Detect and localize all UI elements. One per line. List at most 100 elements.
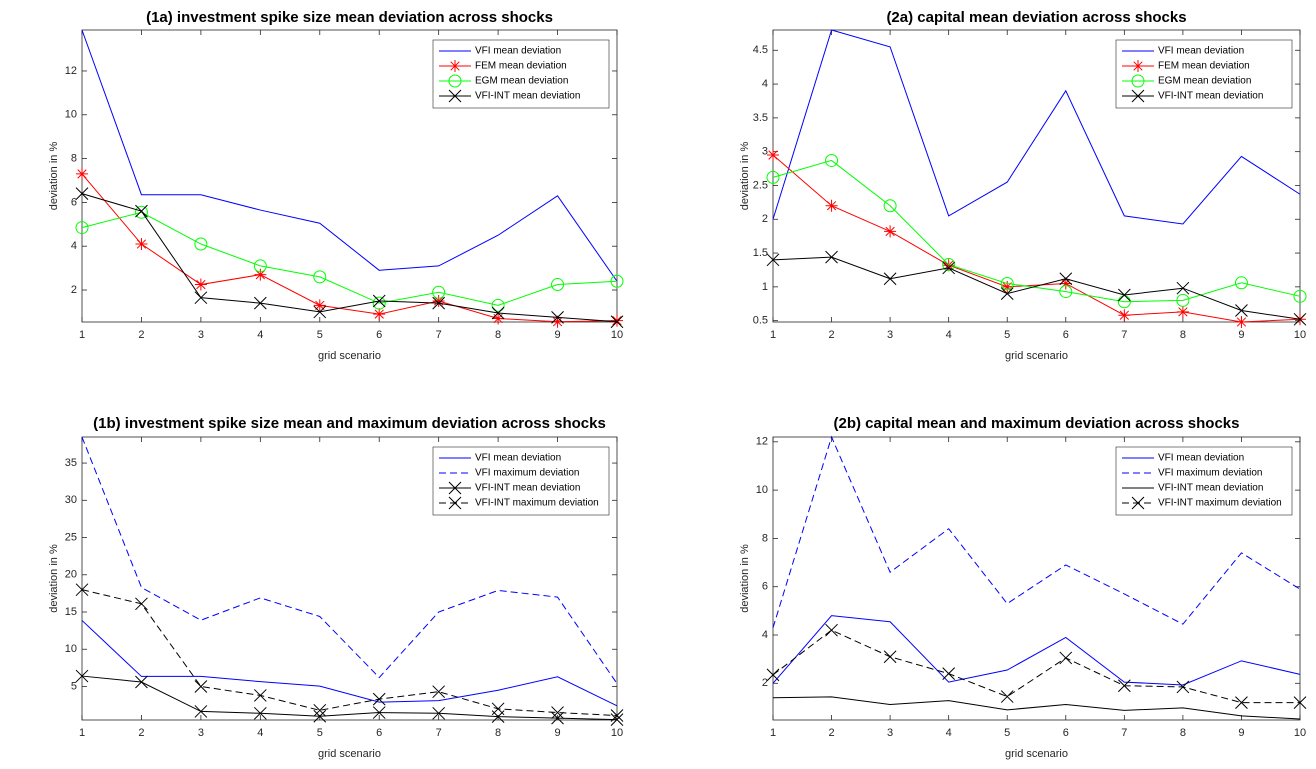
marker: [766, 170, 780, 184]
x-tick-label: 5: [317, 329, 323, 341]
marker: [313, 270, 327, 284]
y-tick-label: 6: [71, 196, 77, 208]
marker: [767, 149, 779, 162]
x-tick-label: 8: [495, 329, 501, 341]
marker: [1176, 680, 1190, 694]
marker: [551, 315, 564, 328]
x-tick-label: 10: [1294, 727, 1306, 739]
chart-title: (1a) investment spike size mean deviatio…: [146, 9, 553, 26]
marker: [1117, 288, 1131, 302]
marker: [1117, 679, 1131, 693]
marker: [611, 314, 623, 327]
marker: [1000, 276, 1014, 290]
marker: [825, 199, 838, 212]
y-tick-label: 30: [65, 494, 77, 506]
marker: [492, 312, 505, 325]
y-tick-label: 1.5: [753, 247, 768, 259]
marker: [883, 199, 897, 213]
marker: [134, 205, 148, 219]
marker: [194, 680, 208, 693]
marker: [766, 253, 780, 267]
x-tick-label: 10: [611, 329, 623, 341]
legend-label: FEM mean deviation: [1158, 61, 1250, 72]
marker: [884, 225, 897, 238]
x-tick-label: 3: [887, 727, 893, 739]
marker: [372, 706, 386, 719]
marker: [432, 285, 446, 299]
line-series: [772, 435, 1301, 628]
y-tick-label: 0.5: [753, 315, 768, 327]
marker: [825, 250, 838, 264]
marker: [1000, 690, 1014, 703]
x-tick-label: 2: [138, 727, 144, 739]
marker: [1235, 316, 1248, 328]
marker: [610, 274, 624, 288]
marker: [610, 315, 624, 329]
x-tick-label: 4: [257, 329, 263, 341]
x-tick-label: 5: [1004, 727, 1010, 739]
marker: [135, 204, 148, 218]
marker: [1293, 312, 1307, 326]
y-tick-label: 2: [762, 677, 768, 689]
y-tick-label: 35: [65, 457, 77, 469]
marker: [432, 706, 446, 720]
x-tick-label: 1: [79, 329, 85, 341]
y-tick-label: 10: [65, 643, 77, 655]
x-tick-label: 3: [887, 329, 893, 341]
legend-label: EGM mean deviation: [1158, 76, 1251, 87]
marker: [432, 296, 446, 310]
y-tick-label: 15: [65, 606, 77, 618]
x-tick-label: 7: [436, 329, 442, 341]
marker: [194, 237, 208, 251]
marker: [313, 703, 327, 717]
marker: [1235, 696, 1248, 709]
x-tick-label: 4: [257, 727, 263, 739]
legend-label: VFI maximum deviation: [1158, 468, 1262, 479]
line-series: [81, 29, 618, 282]
marker: [551, 311, 564, 324]
marker: [1176, 305, 1189, 318]
legend-marker: [448, 481, 462, 495]
line-series: [772, 256, 1301, 320]
marker: [75, 583, 89, 597]
legend-label: VFI mean deviation: [1158, 46, 1244, 57]
x-tick-label: 9: [554, 329, 560, 341]
x-tick-label: 5: [1004, 329, 1010, 341]
marker: [76, 167, 88, 180]
line-series: [81, 620, 618, 707]
marker: [135, 238, 148, 251]
x-tick-label: 7: [1121, 727, 1127, 739]
legend-label: FEM mean deviation: [475, 61, 567, 72]
marker: [1059, 651, 1073, 665]
legend-label: VFI maximum deviation: [475, 468, 579, 479]
marker: [825, 153, 839, 167]
marker: [766, 668, 780, 682]
x-tick-label: 3: [198, 727, 204, 739]
marker: [610, 709, 624, 722]
x-tick-label: 6: [1063, 727, 1069, 739]
legend-marker: [1131, 89, 1145, 103]
marker: [1059, 272, 1073, 286]
marker: [372, 294, 386, 308]
y-tick-label: 12: [756, 436, 768, 448]
legend-marker: [449, 60, 461, 72]
legend-label: VFI mean deviation: [1158, 453, 1244, 464]
x-tick-label: 10: [611, 727, 623, 739]
marker: [1000, 287, 1014, 300]
y-axis-label: deviation in %: [48, 544, 60, 613]
y-tick-label: 4: [71, 240, 77, 252]
legend-label: VFI-INT mean deviation: [475, 91, 580, 102]
marker: [491, 306, 505, 320]
y-tick-label: 3.5: [753, 112, 768, 124]
marker: [825, 623, 838, 637]
marker: [491, 298, 505, 312]
marker: [253, 706, 267, 720]
y-tick-label: 8: [762, 532, 768, 544]
line-series: [772, 615, 1301, 686]
x-tick-label: 6: [376, 727, 382, 739]
legend-label: VFI-INT maximum deviation: [1158, 498, 1282, 509]
legend-label: VFI-INT maximum deviation: [475, 498, 599, 509]
marker: [942, 261, 956, 275]
marker: [1293, 289, 1307, 303]
